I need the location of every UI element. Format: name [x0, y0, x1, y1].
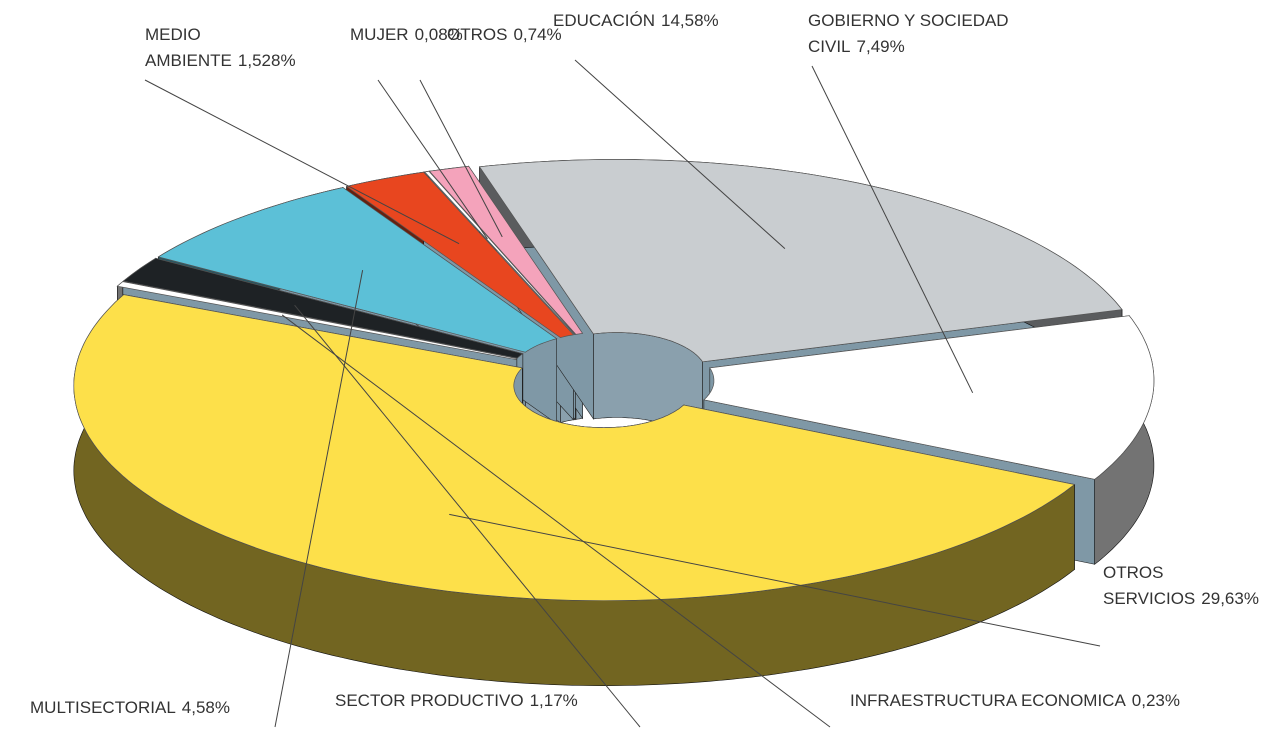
value-label: 7,49%	[856, 37, 905, 56]
leader-line	[419, 79, 503, 238]
slice	[73, 294, 1076, 602]
slice-label: MEDIO AMBIENTE 1,528%	[145, 22, 335, 74]
leader-line	[294, 304, 641, 728]
category-label: SECTOR PRODUCTIVO	[335, 691, 524, 710]
category-label: OTROS	[447, 25, 508, 44]
slice-label: OTROS SERVICIOS 29,63%	[1103, 560, 1259, 612]
slice	[428, 165, 584, 335]
slice	[703, 315, 1155, 480]
value-label: 1,17%	[529, 691, 578, 710]
leader-line	[449, 513, 1101, 647]
slice-label: INFRAESTRUCTURA ECONOMICA 0,23%	[850, 688, 1265, 714]
value-label: 14,58%	[661, 11, 719, 30]
slice-label: MUJER 0,08%	[350, 22, 463, 48]
value-label: 1,528%	[237, 51, 296, 70]
category-label: MUJER	[350, 25, 409, 44]
leader-line	[274, 270, 364, 728]
slice-label: OTROS 0,74%	[447, 22, 562, 48]
slice	[157, 187, 558, 353]
slice	[122, 257, 524, 359]
leader-line	[811, 65, 974, 394]
category-label: MEDIO AMBIENTE	[145, 25, 232, 70]
value-label: 0,08%	[414, 25, 463, 44]
category-label: MULTISECTORIAL	[30, 698, 176, 717]
category-label: EDUCACIÓN	[553, 11, 656, 30]
slice	[478, 159, 1123, 363]
leader-line	[574, 59, 786, 250]
slice-label: MULTISECTORIAL 4,58%	[30, 695, 280, 721]
slice	[345, 171, 575, 338]
category-label: OTROS SERVICIOS	[1103, 563, 1196, 608]
slice	[116, 281, 518, 360]
slice-label: SECTOR PRODUCTIVO 1,17%	[335, 688, 655, 714]
leader-line	[377, 79, 488, 240]
category-label: INFRAESTRUCTURA ECONOMICA	[850, 691, 1126, 710]
leader-line	[281, 314, 831, 728]
value-label: 29,63%	[1201, 589, 1259, 608]
slice-label: EDUCACIÓN 14,58%	[553, 8, 719, 34]
value-label: 0,23%	[1131, 691, 1180, 710]
slice-label: GOBIERNO Y SOCIEDAD CIVIL 7,49%	[808, 8, 1068, 60]
leader-line	[144, 79, 460, 245]
tops	[73, 159, 1155, 602]
value-label: 4,58%	[181, 698, 230, 717]
category-label: GOBIERNO Y SOCIEDAD CIVIL	[808, 11, 1009, 56]
value-label: 0,74%	[513, 25, 562, 44]
slice	[423, 170, 577, 335]
